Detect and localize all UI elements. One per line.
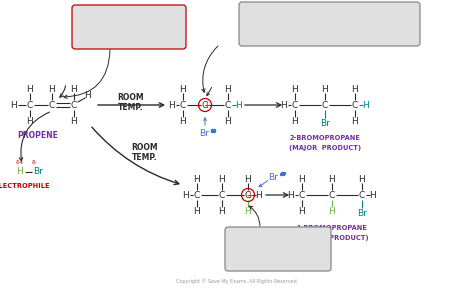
Text: (MAJOR  PRODUCT): (MAJOR PRODUCT) bbox=[289, 145, 361, 151]
Text: ROOM: ROOM bbox=[132, 143, 158, 153]
Text: H: H bbox=[193, 175, 201, 183]
Text: Copyright © Save My Exams. All Rights Reserved.: Copyright © Save My Exams. All Rights Re… bbox=[176, 278, 298, 284]
Text: H: H bbox=[245, 175, 251, 183]
Text: C: C bbox=[219, 190, 225, 200]
Text: H: H bbox=[49, 84, 55, 94]
Text: C: C bbox=[329, 190, 335, 200]
Text: C: C bbox=[322, 101, 328, 109]
Text: H: H bbox=[328, 206, 336, 215]
Text: H: H bbox=[352, 117, 358, 126]
Text: Br: Br bbox=[357, 209, 367, 217]
Text: H: H bbox=[193, 206, 201, 215]
Text: C: C bbox=[359, 190, 365, 200]
Text: H: H bbox=[182, 190, 190, 200]
Text: C: C bbox=[299, 190, 305, 200]
Text: SECONDARY  CARBOCATION: SECONDARY CARBOCATION bbox=[278, 15, 382, 21]
Text: δ-: δ- bbox=[32, 160, 38, 166]
Text: H: H bbox=[10, 101, 18, 109]
Text: C: C bbox=[71, 101, 77, 109]
Text: H: H bbox=[255, 190, 263, 200]
Text: H: H bbox=[219, 206, 225, 215]
Text: H: H bbox=[245, 206, 251, 215]
Text: H: H bbox=[299, 206, 305, 215]
Text: H: H bbox=[180, 84, 186, 94]
Text: H: H bbox=[281, 101, 287, 109]
Text: Br: Br bbox=[320, 118, 330, 128]
Text: H: H bbox=[363, 101, 369, 109]
Text: H: H bbox=[292, 117, 298, 126]
Text: H: H bbox=[352, 84, 358, 94]
Text: ELECTRONS TO H⁺: ELECTRONS TO H⁺ bbox=[95, 30, 163, 36]
Text: ⁺: ⁺ bbox=[211, 128, 215, 137]
Text: H: H bbox=[292, 84, 298, 94]
Text: TEMP.: TEMP. bbox=[118, 103, 144, 111]
Text: H: H bbox=[236, 101, 242, 109]
Text: Br: Br bbox=[199, 128, 209, 137]
Text: C: C bbox=[202, 101, 208, 109]
Text: (MINOR  PRODUCT): (MINOR PRODUCT) bbox=[296, 235, 368, 241]
Text: C: C bbox=[194, 190, 200, 200]
Text: PROPENE: PROPENE bbox=[18, 130, 58, 139]
Text: 1-BROMOPROPANE: 1-BROMOPROPANE bbox=[297, 225, 367, 231]
Text: H: H bbox=[225, 84, 231, 94]
Text: H: H bbox=[71, 117, 77, 126]
Text: H: H bbox=[288, 190, 294, 200]
Text: H: H bbox=[225, 117, 231, 126]
Text: C: C bbox=[180, 101, 186, 109]
Text: H: H bbox=[219, 175, 225, 183]
Text: H: H bbox=[27, 84, 33, 94]
FancyBboxPatch shape bbox=[225, 227, 331, 271]
Text: 2-BROMOPROPANE: 2-BROMOPROPANE bbox=[290, 135, 360, 141]
Text: C: C bbox=[225, 101, 231, 109]
Text: H: H bbox=[328, 175, 336, 183]
Text: ELECTROPHILE: ELECTROPHILE bbox=[0, 183, 50, 189]
Text: C: C bbox=[352, 101, 358, 109]
Text: H: H bbox=[180, 117, 186, 126]
Text: H: H bbox=[299, 175, 305, 183]
Text: H: H bbox=[17, 168, 23, 177]
Text: C: C bbox=[49, 101, 55, 109]
Text: Br: Br bbox=[268, 173, 278, 181]
Text: C: C bbox=[27, 101, 33, 109]
Text: H: H bbox=[85, 90, 91, 99]
Text: H: H bbox=[27, 117, 33, 126]
Text: CARBOCATION: CARBOCATION bbox=[247, 251, 309, 261]
Text: TEMP.: TEMP. bbox=[132, 154, 158, 162]
Text: ROOM: ROOM bbox=[118, 92, 144, 101]
Text: +: + bbox=[203, 101, 209, 110]
Text: H: H bbox=[359, 175, 365, 183]
FancyBboxPatch shape bbox=[72, 5, 186, 49]
Text: H: H bbox=[71, 84, 77, 94]
Text: (MORE STABLE THAN PRIMARY): (MORE STABLE THAN PRIMARY) bbox=[271, 27, 389, 33]
Text: Br: Br bbox=[33, 168, 43, 177]
Text: C: C bbox=[292, 101, 298, 109]
Text: C: C bbox=[245, 190, 251, 200]
Text: H: H bbox=[322, 84, 328, 94]
Text: PRIMARY: PRIMARY bbox=[258, 240, 298, 249]
FancyBboxPatch shape bbox=[239, 2, 420, 46]
Text: +: + bbox=[246, 191, 252, 200]
Text: DONATES PAIR OF: DONATES PAIR OF bbox=[95, 19, 163, 25]
Text: H: H bbox=[169, 101, 175, 109]
Text: H: H bbox=[370, 190, 376, 200]
Text: δ+: δ+ bbox=[16, 160, 24, 166]
